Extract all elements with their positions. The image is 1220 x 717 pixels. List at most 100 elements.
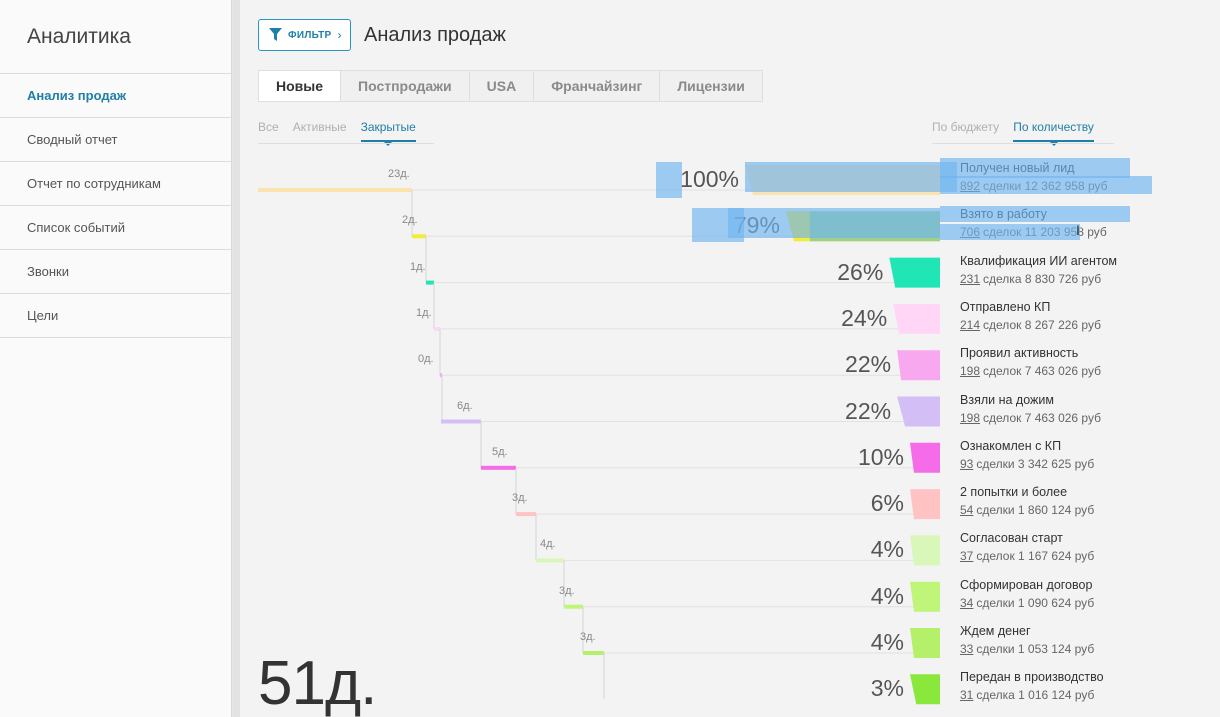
stage-duration-label: 5д. <box>492 445 508 458</box>
funnel-bar[interactable] <box>893 303 940 334</box>
stage-details: 93 сделки 3 342 625 руб <box>960 457 1094 471</box>
stage-duration-segment <box>441 419 481 424</box>
stage-percent: 3% <box>870 675 904 702</box>
stage-percent: 4% <box>870 629 904 655</box>
stage-deal-count-link[interactable]: 198 <box>960 410 981 425</box>
sidebar-item[interactable]: Анализ продаж <box>0 74 231 118</box>
stage-name: Передан в производство <box>960 670 1104 685</box>
sales-funnel: 23д.100%Получен новый лид892сделки 12 36… <box>240 150 1220 717</box>
stage-duration-segment <box>426 280 434 285</box>
stage-name: Сформирован договор <box>960 577 1093 592</box>
stage-percent: 100% <box>680 166 739 192</box>
funnel-bar[interactable] <box>910 674 940 705</box>
stage-details: 198 сделок 7 463 026 руб <box>960 411 1101 425</box>
funnel-bar[interactable] <box>910 442 940 473</box>
stage-deal-summary: сделка 8 830 726 руб <box>983 271 1102 286</box>
stage-details: 31 сделка 1 016 124 руб <box>960 688 1094 702</box>
status-filter-option[interactable]: Все <box>258 120 279 134</box>
sidebar-item[interactable]: Звонки <box>0 250 231 294</box>
stage-percent: 4% <box>870 582 904 609</box>
stage-deal-summary: сделка 1 016 124 руб <box>976 688 1095 703</box>
text-cursor-icon: I <box>1076 222 1080 238</box>
metric-toggle-divider <box>932 143 1114 144</box>
stage-percent: 22% <box>845 397 892 424</box>
stage-name: Взяли на дожим <box>960 392 1054 407</box>
stage-deal-count-link[interactable]: 93 <box>960 456 974 471</box>
stage-duration-label: 2д. <box>402 214 418 227</box>
text-selection-highlight <box>745 162 957 192</box>
stage-details: 37 сделок 1 167 624 руб <box>960 549 1094 563</box>
stage-deal-count-link[interactable]: 34 <box>960 595 974 610</box>
funnel-bar[interactable] <box>910 535 940 566</box>
stage-deal-summary: сделок 8 267 226 руб <box>983 317 1101 332</box>
sidebar-menu: Анализ продаж Сводный отчет Отчет по сотру… <box>0 74 231 338</box>
stage-deal-summary: сделки 3 342 625 руб <box>976 456 1095 471</box>
stage-deal-count-link[interactable]: 54 <box>960 503 974 518</box>
stage-deal-count-link[interactable]: 37 <box>960 549 974 564</box>
sidebar-item[interactable]: Сводный отчет <box>0 118 231 162</box>
filter-button[interactable]: ФИЛЬТР › <box>258 19 351 51</box>
stage-duration-label: 3д. <box>580 631 596 643</box>
text-selection-highlight <box>656 162 682 198</box>
stage-duration-label: 0д. <box>418 353 434 366</box>
tab[interactable]: Франчайзинг <box>534 71 661 101</box>
text-selection-highlight <box>940 176 1152 194</box>
stage-deal-count-link[interactable]: 214 <box>960 317 981 332</box>
text-selection-highlight <box>728 208 940 238</box>
tab[interactable]: Лицензии <box>677 78 745 94</box>
stage-percent: 6% <box>870 490 904 517</box>
stage-percent: 10% <box>857 443 904 470</box>
stage-duration-segment <box>564 604 583 609</box>
status-filter: Все Активные Закрытые <box>258 120 430 146</box>
status-filter-option[interactable]: Активные <box>292 120 347 134</box>
metric-toggle-option[interactable]: По количеству <box>1013 120 1094 146</box>
funnel-bar[interactable] <box>897 396 940 427</box>
stage-deal-count-link[interactable]: 198 <box>960 364 981 379</box>
total-duration: 51д. <box>258 649 377 717</box>
stage-name: Ознакомлен с КП <box>960 438 1062 453</box>
sidebar-item[interactable]: Список событий <box>0 206 231 250</box>
stage-name: Отправлено КП <box>960 299 1051 314</box>
funnel-bar[interactable] <box>897 350 940 381</box>
stage-duration-segment <box>434 326 440 331</box>
stage-duration-segment <box>583 651 604 655</box>
stage-deal-count-link[interactable]: 33 <box>960 642 974 656</box>
sidebar-item[interactable]: Цели <box>0 294 231 338</box>
funnel-bar[interactable] <box>889 257 940 288</box>
stage-name: Квалификация ИИ агентом <box>960 253 1118 268</box>
stage-deal-summary: сделки 1 053 124 руб <box>976 642 1095 656</box>
chevron-right-icon: › <box>337 28 342 42</box>
funnel-bar[interactable] <box>910 489 940 520</box>
tab[interactable]: Новые <box>259 71 342 101</box>
stage-percent: 22% <box>845 351 892 378</box>
tab[interactable]: USA <box>470 71 535 101</box>
status-filter-divider <box>258 143 434 144</box>
stage-duration-label: 3д. <box>559 584 575 597</box>
stage-percent: 26% <box>837 258 884 285</box>
stage-details: 54 сделки 1 860 124 руб <box>960 503 1094 517</box>
stage-duration-label: 3д. <box>512 492 528 505</box>
pipeline-tabs: Новые Постпродажи USA Франчайзинг Лицензии <box>258 70 763 102</box>
stage-deal-count-link[interactable]: 231 <box>960 271 981 286</box>
stage-deal-summary: сделок 7 463 026 руб <box>983 410 1101 425</box>
sidebar-item[interactable]: Отчет по сотрудникам <box>0 162 231 206</box>
stage-percent: 24% <box>841 304 888 331</box>
funnel-bar[interactable] <box>910 581 940 612</box>
stage-duration-timeline <box>258 188 940 700</box>
stage-deal-summary: сделки 1 090 624 руб <box>976 595 1095 610</box>
text-selection-highlight <box>940 206 1130 222</box>
stage-name: Согласован старт <box>960 531 1063 546</box>
stage-deal-count-link[interactable]: 31 <box>960 688 974 703</box>
metric-toggle-option[interactable]: По бюджету <box>932 120 1000 134</box>
tab[interactable]: Постпродажи <box>341 71 470 101</box>
status-filter-option[interactable]: Закрытые <box>360 120 416 146</box>
text-selection-highlight <box>940 224 1080 240</box>
funnel-icon <box>269 28 282 41</box>
text-selection-highlight <box>940 158 1130 178</box>
sidebar-title: Аналитика <box>0 0 231 74</box>
main-content: ФИЛЬТР › Анализ продаж Новые Постпродажи U… <box>240 0 1220 717</box>
page-title: Анализ продаж <box>364 24 506 46</box>
funnel-bar[interactable] <box>910 628 940 658</box>
stage-details: 214 сделок 8 267 226 руб <box>960 318 1101 332</box>
sidebar-divider <box>233 0 240 717</box>
